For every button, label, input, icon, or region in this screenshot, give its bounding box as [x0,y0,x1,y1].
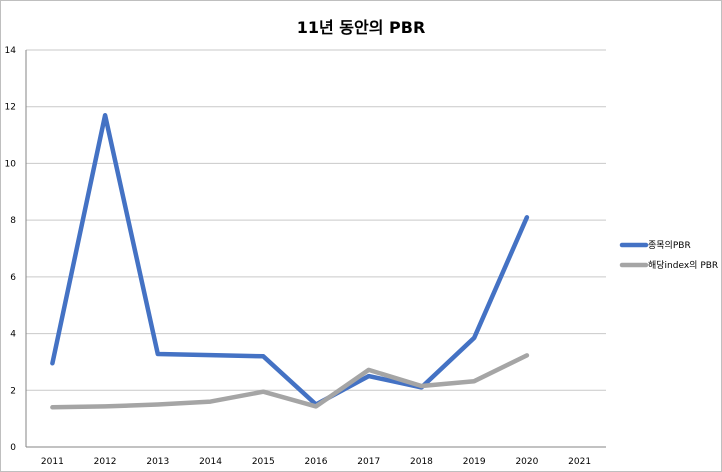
x-tick-label: 2016 [305,457,328,467]
legend-label-1: 종목의PBR [648,240,691,251]
x-tick-label: 2021 [568,457,591,467]
legend-label-2: 해당index의 PBR [648,260,718,271]
x-tick-label: 2017 [357,457,380,467]
x-tick-label: 2012 [94,457,117,467]
y-tick-label: 14 [5,46,17,56]
x-tick-label: 2015 [252,457,275,467]
y-tick-label: 10 [5,159,17,169]
y-tick-label: 6 [10,273,16,283]
series-lines [50,112,530,410]
x-tick-label: 2020 [515,457,538,467]
x-axis: 2011 2012 2013 2014 2015 2016 2017 2018 2019 2020… [41,457,591,467]
x-tick-label: 2014 [199,457,222,467]
x-tick-label: 2011 [41,457,64,467]
y-tick-label: 8 [10,216,16,226]
y-tick-label: 12 [5,103,16,113]
x-tick-label: 2019 [463,457,486,467]
series-line-1 [50,112,530,407]
series-line-2 [50,353,530,410]
x-tick-label: 2013 [146,457,169,467]
x-tick-label: 2018 [410,457,433,467]
chart-title: 11년 동안의 PBR [296,18,426,37]
y-axis: 0 2 4 6 8 10 12 14 [5,46,17,453]
y-tick-label: 0 [10,443,16,453]
legend: 종목의PBR 해당index의 PBR [619,240,718,271]
y-tick-label: 2 [10,386,16,396]
y-tick-label: 4 [10,330,16,340]
gridlines [25,49,606,448]
